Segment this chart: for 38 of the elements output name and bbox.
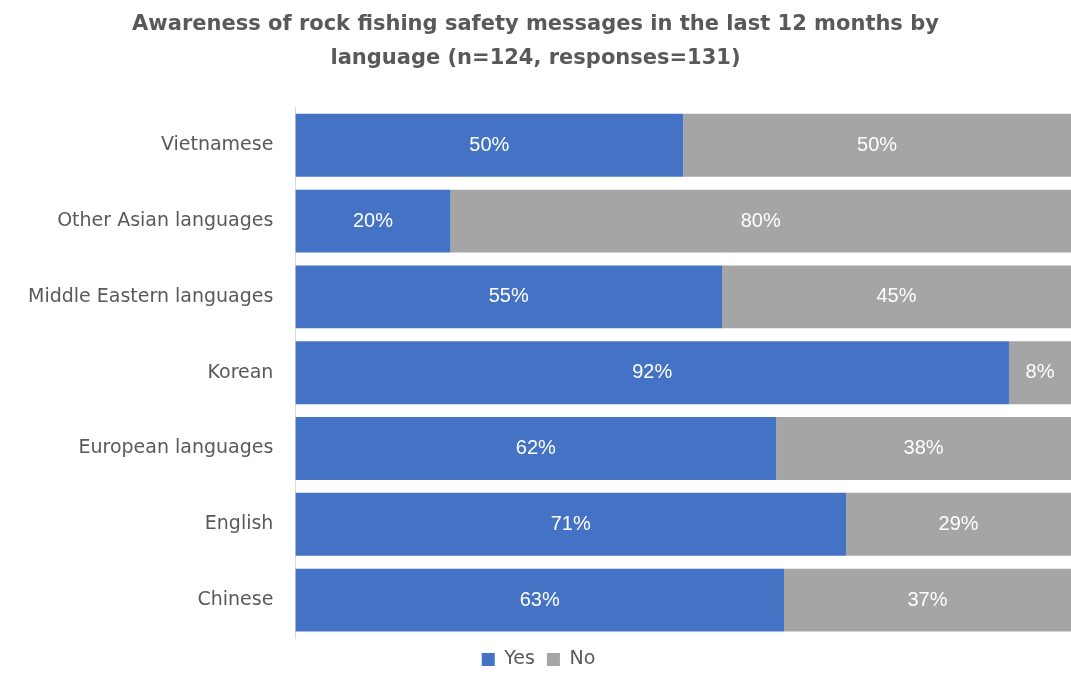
data-label: 71% xyxy=(550,511,591,534)
bar xyxy=(295,341,1009,405)
bar xyxy=(450,189,1071,253)
bar xyxy=(721,265,1071,329)
data-label: 50% xyxy=(469,132,510,155)
bar xyxy=(295,113,684,177)
bar xyxy=(846,492,1071,556)
data-label: 8% xyxy=(1025,360,1055,383)
data-label: 38% xyxy=(903,436,944,459)
bar xyxy=(683,113,1071,177)
data-label: 50% xyxy=(857,132,898,155)
data-label: 92% xyxy=(632,360,673,383)
data-label: 37% xyxy=(907,587,948,610)
data-label: 45% xyxy=(876,284,917,307)
data-label: 29% xyxy=(938,511,979,534)
y-tick-label: Chinese xyxy=(197,587,274,610)
bar xyxy=(295,189,451,253)
bar xyxy=(295,417,777,480)
y-tick-label: Korean xyxy=(207,359,274,382)
bar xyxy=(784,568,1071,632)
y-tick-label: European languages xyxy=(78,435,274,458)
bar xyxy=(776,417,1071,480)
legend-label: No xyxy=(569,646,596,669)
data-label: 55% xyxy=(488,284,529,307)
data-label: 20% xyxy=(352,208,394,231)
y-tick-label: Vietnamese xyxy=(160,132,274,155)
chart-title: Awareness of rock fishing safety messages in the last 12 months by language (n=124, responses=131) xyxy=(131,10,940,71)
bar xyxy=(1008,341,1071,405)
bar xyxy=(295,492,847,556)
legend-label: Yes xyxy=(503,646,535,669)
data-label: 62% xyxy=(515,436,557,459)
bar xyxy=(295,568,785,632)
bar xyxy=(295,265,722,329)
y-tick-label: Middle Eastern languages xyxy=(28,283,274,306)
y-tick-label: English xyxy=(204,511,274,534)
y-tick-label: Other Asian languages xyxy=(57,208,274,231)
data-label: 80% xyxy=(740,208,781,231)
data-label: 63% xyxy=(519,587,560,610)
